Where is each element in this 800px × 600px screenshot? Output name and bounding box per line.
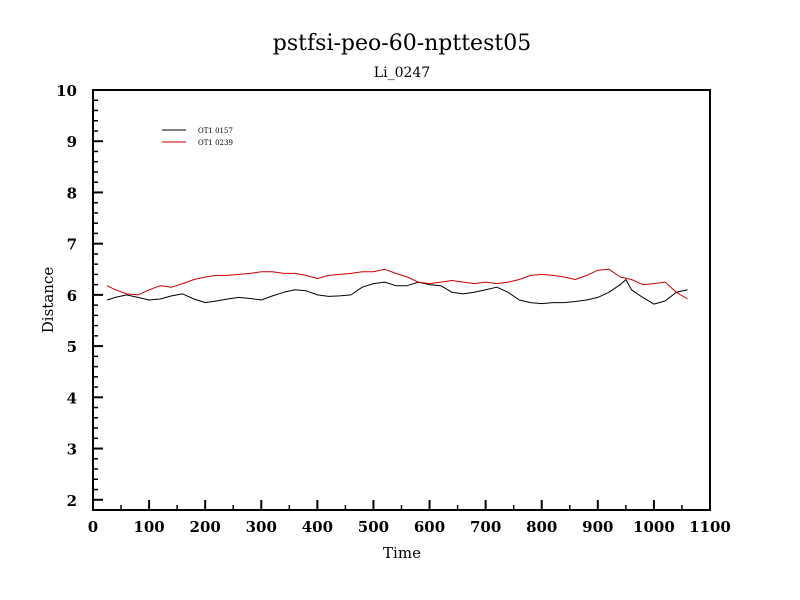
x-tick-label: 400 <box>302 518 333 536</box>
chart-subtitle: Li_0247 <box>374 65 430 81</box>
y-tick-label: 5 <box>67 338 77 356</box>
legend-label: OT1 0239 <box>198 139 233 147</box>
y-tick-label: 6 <box>67 287 77 305</box>
x-tick-label: 300 <box>246 518 277 536</box>
x-tick-label: 1100 <box>689 518 731 536</box>
x-tick-label: 100 <box>133 518 164 536</box>
x-axis-label: Time <box>383 544 421 562</box>
plot-frame <box>92 89 711 511</box>
axis-ticks: 0 100 200 300 400 500 600 700 800 900 1000 1100 2 3 4 5… <box>56 82 731 536</box>
y-tick-label: 10 <box>56 82 77 100</box>
y-tick-label: 9 <box>67 133 77 151</box>
x-tick-label: 800 <box>526 518 557 536</box>
x-tick-label: 1000 <box>633 518 675 536</box>
y-tick-label: 8 <box>67 184 77 202</box>
series-layer <box>106 268 688 305</box>
y-tick-label: 2 <box>67 492 77 510</box>
x-tick-label: 500 <box>358 518 389 536</box>
y-tick-label: 3 <box>67 441 77 459</box>
x-tick-label: 700 <box>470 518 501 536</box>
series-line-1 <box>106 279 688 305</box>
x-tick-label: 600 <box>414 518 445 536</box>
y-tick-label: 4 <box>67 389 77 407</box>
legend-label: OT1 0157 <box>198 127 233 135</box>
chart-title: pstfsi-peo-60-npttest05 <box>273 31 531 56</box>
legend: OT1 0157 OT1 0239 <box>162 127 233 147</box>
x-tick-label: 900 <box>582 518 613 536</box>
x-tick-label: 0 <box>88 518 98 536</box>
y-tick-label: 7 <box>67 236 77 254</box>
series-line-2 <box>106 268 688 300</box>
x-tick-label: 200 <box>190 518 221 536</box>
y-axis-label: Distance <box>39 267 57 334</box>
